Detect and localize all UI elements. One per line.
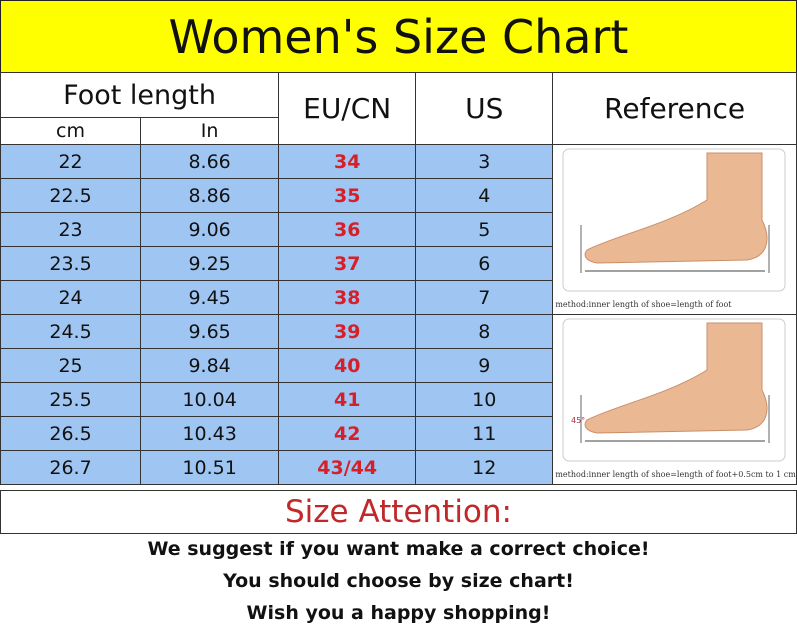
cell-us: 12: [415, 450, 554, 485]
cell-eu: 35: [278, 178, 417, 213]
header-in: In: [140, 117, 280, 145]
header-us: US: [415, 72, 554, 145]
cell-us: 3: [415, 144, 554, 179]
cell-cm: 23: [0, 212, 142, 247]
foot-illustration: 45°: [562, 318, 786, 462]
cell-eu: 42: [278, 416, 417, 451]
cell-us: 5: [415, 212, 554, 247]
header-cm: cm: [0, 117, 142, 145]
chart-title: Women's Size Chart: [0, 0, 797, 73]
cell-in: 10.04: [140, 382, 280, 417]
reference-image: 45° method:inner length of shoe=length o…: [552, 314, 797, 485]
header-us-label: US: [465, 92, 504, 125]
cell-us: 4: [415, 178, 554, 213]
cell-eu: 40: [278, 348, 417, 383]
cell-cm: 22: [0, 144, 142, 179]
table-row: 24.5 9.65 39 8 45° method:inner length o…: [0, 314, 797, 485]
header-eu-cn: EU/CN: [278, 72, 417, 145]
cell-us: 9: [415, 348, 554, 383]
cell-us: 7: [415, 280, 554, 315]
cell-eu: 37: [278, 246, 417, 281]
cell-cm: 23.5: [0, 246, 142, 281]
cell-in: 9.25: [140, 246, 280, 281]
reference-caption: method:inner length of shoe=length of fo…: [555, 470, 796, 479]
table-row: 23.5 9.25 37 6: [0, 246, 797, 281]
header-foot-length: Foot length: [0, 72, 280, 118]
cell-eu: 36: [278, 212, 417, 247]
cell-in: 9.65: [140, 314, 280, 349]
cell-us: 10: [415, 382, 554, 417]
attention-line: You should choose by size chart!: [223, 570, 574, 592]
cell-in: 8.86: [140, 178, 280, 213]
angle-label: 45°: [571, 416, 585, 425]
table-row: 23 9.06 36 5: [0, 212, 797, 247]
table-row: 24 9.45 38 7: [0, 280, 797, 315]
table-row: 26.7 10.51 43/44 12: [0, 450, 797, 485]
reference-image: method:inner length of shoe=length of fo…: [552, 144, 797, 315]
cell-eu: 34: [278, 144, 417, 179]
table-row: 22.5 8.86 35 4: [0, 178, 797, 213]
cell-eu: 38: [278, 280, 417, 315]
cell-cm: 25.5: [0, 382, 142, 417]
cell-cm: 25: [0, 348, 142, 383]
size-table: Foot length EU/CN US Reference cm In 22 …: [0, 72, 797, 485]
attention-lines: We suggest if you want make a correct ch…: [0, 533, 797, 629]
cell-us: 8: [415, 314, 554, 349]
cell-in: 9.06: [140, 212, 280, 247]
cell-eu: 41: [278, 382, 417, 417]
cell-eu: 39: [278, 314, 417, 349]
cell-cm: 26.5: [0, 416, 142, 451]
foot-illustration: [562, 148, 786, 292]
attention-line: We suggest if you want make a correct ch…: [147, 538, 650, 560]
cell-in: 9.84: [140, 348, 280, 383]
cell-cm: 22.5: [0, 178, 142, 213]
cell-in: 8.66: [140, 144, 280, 179]
table-row: 22 8.66 34 3 method:inner length of shoe…: [0, 144, 797, 315]
header-eu-cn-label: EU/CN: [303, 92, 392, 125]
cell-us: 11: [415, 416, 554, 451]
cell-in: 10.51: [140, 450, 280, 485]
cell-cm: 24: [0, 280, 142, 315]
header-reference-label: Reference: [604, 92, 746, 125]
cell-in: 9.45: [140, 280, 280, 315]
cell-cm: 26.7: [0, 450, 142, 485]
size-attention-title: Size Attention:: [0, 490, 797, 534]
header-reference: Reference: [552, 72, 797, 145]
cell-cm: 24.5: [0, 314, 142, 349]
table-row: 26.5 10.43 42 11: [0, 416, 797, 451]
attention-line: Wish you a happy shopping!: [246, 602, 551, 624]
reference-caption: method:inner length of shoe=length of fo…: [555, 300, 732, 309]
cell-eu: 43/44: [278, 450, 417, 485]
cell-in: 10.43: [140, 416, 280, 451]
cell-us: 6: [415, 246, 554, 281]
